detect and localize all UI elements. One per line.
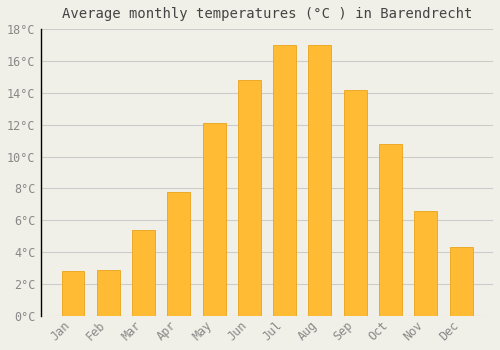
Title: Average monthly temperatures (°C ) in Barendrecht: Average monthly temperatures (°C ) in Ba… — [62, 7, 472, 21]
Bar — [62, 271, 84, 316]
Bar — [132, 230, 155, 316]
Bar — [308, 45, 332, 316]
Bar — [379, 144, 402, 316]
Bar — [202, 123, 226, 316]
Bar — [450, 247, 472, 316]
Bar — [238, 80, 261, 316]
Bar — [414, 211, 437, 316]
Bar — [97, 270, 120, 316]
Bar — [273, 45, 296, 316]
Bar — [344, 90, 366, 316]
Bar — [168, 192, 190, 316]
